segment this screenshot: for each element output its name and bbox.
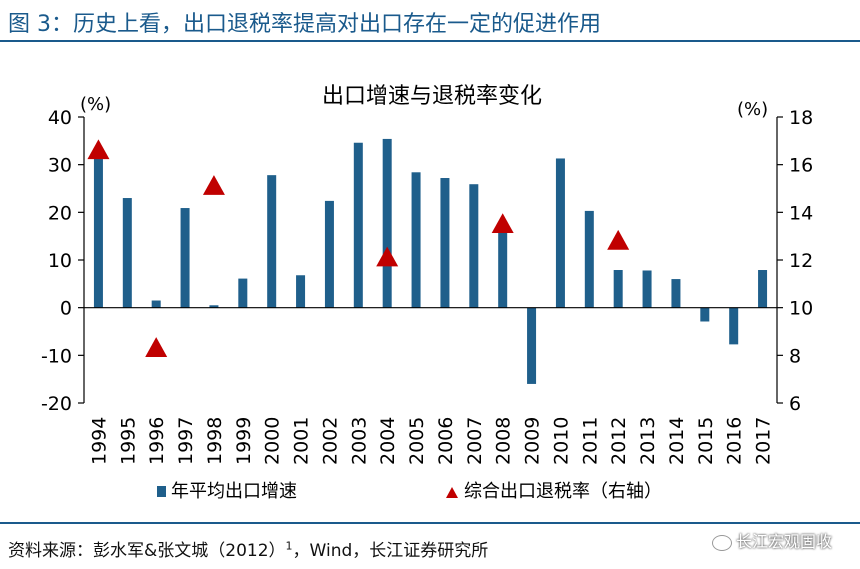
right-axis-ticks: 18 16 14 12 10 8 6 — [777, 107, 813, 415]
x-label-2004: 2004 — [377, 417, 399, 465]
x-label-2013: 2013 — [637, 417, 659, 465]
legend-label-bar: 年平均出口增速 — [171, 481, 297, 502]
bar-2003 — [353, 142, 363, 308]
top-rule — [0, 40, 860, 42]
bar-1994 — [93, 155, 103, 308]
bar-2016 — [729, 307, 739, 345]
right-tick-label: 10 — [789, 298, 813, 320]
bar-2010 — [555, 158, 565, 308]
left-tick-label: -20 — [41, 393, 72, 415]
marker-2012 — [607, 229, 630, 250]
x-label-2012: 2012 — [608, 417, 630, 465]
x-label-2016: 2016 — [724, 417, 746, 465]
marker-2008 — [491, 213, 514, 234]
bar-2006 — [440, 178, 450, 308]
x-label-2009: 2009 — [522, 417, 544, 465]
legend-swatch-bar — [157, 486, 166, 497]
bar-1999 — [238, 278, 248, 308]
bar-1995 — [122, 198, 132, 308]
x-label-1995: 1995 — [117, 417, 139, 465]
bar-2002 — [324, 200, 334, 308]
x-label-2010: 2010 — [550, 417, 572, 465]
x-label-2008: 2008 — [493, 417, 515, 465]
marker-2004 — [376, 246, 399, 267]
bar-2005 — [411, 172, 421, 308]
marker-1994 — [87, 139, 110, 160]
bar-2014 — [671, 279, 681, 308]
left-tick-label: 40 — [48, 107, 72, 129]
x-axis-labels: 1994 1995 1996 1997 1998 1999 2000 2001 2002 2003… — [88, 417, 774, 465]
legend: 年平均出口增速 综合出口退税率（右轴） — [157, 481, 662, 502]
figure-title: 图 3：历史上看，出口退税率提高对出口存在一定的促进作用 — [8, 12, 601, 37]
x-label-2014: 2014 — [666, 417, 688, 465]
right-tick-label: 12 — [789, 250, 813, 272]
right-tick-label: 8 — [789, 345, 801, 367]
x-label-2007: 2007 — [464, 417, 486, 465]
x-label-1999: 1999 — [233, 417, 255, 465]
marker-1996 — [145, 337, 168, 357]
left-axis-unit: (%) — [80, 94, 111, 115]
marker-1998 — [202, 175, 225, 195]
chart-title: 出口增速与退税率变化 — [322, 84, 542, 109]
bar-1998 — [209, 305, 219, 308]
bar-2015 — [700, 307, 710, 322]
watermark-text: 长江宏观固收 — [735, 532, 832, 551]
source-note: 资料来源：彭水军&张文城（2012）1，Wind，长江证券研究所 — [8, 536, 488, 561]
x-label-1997: 1997 — [175, 417, 197, 465]
bar-2007 — [469, 184, 479, 308]
x-label-2003: 2003 — [348, 417, 370, 465]
bar-1997 — [180, 208, 190, 308]
x-label-1996: 1996 — [146, 417, 168, 465]
x-label-1994: 1994 — [88, 417, 110, 465]
x-label-2002: 2002 — [319, 417, 341, 465]
right-tick-label: 14 — [789, 202, 813, 224]
left-tick-label: -10 — [41, 345, 72, 367]
x-label-2017: 2017 — [753, 417, 775, 465]
x-label-2011: 2011 — [579, 417, 601, 465]
bar-2000 — [267, 175, 277, 308]
x-label-2000: 2000 — [262, 417, 284, 465]
left-tick-label: 30 — [48, 155, 72, 177]
x-label-1998: 1998 — [204, 417, 226, 465]
source-footnote-marker: 1 — [285, 539, 293, 553]
x-label-2001: 2001 — [291, 417, 313, 465]
bar-2012 — [613, 270, 623, 308]
x-label-2006: 2006 — [435, 417, 457, 465]
left-tick-label: 20 — [48, 202, 72, 224]
x-label-2005: 2005 — [406, 417, 428, 465]
watermark: 长江宏观固收 — [711, 528, 832, 552]
marker-series — [87, 139, 630, 357]
bar-2008 — [498, 225, 508, 308]
right-axis-unit: (%) — [737, 99, 768, 120]
source-rest: ，Wind，长江证券研究所 — [292, 541, 489, 561]
legend-label-marker: 综合出口退税率（右轴） — [464, 481, 662, 502]
left-tick-label: 0 — [60, 298, 72, 320]
source-label: 资料来源：彭水军&张文城（2012） — [8, 541, 286, 561]
x-label-2015: 2015 — [695, 417, 717, 465]
legend-swatch-marker — [446, 487, 458, 498]
bar-1996 — [151, 300, 161, 308]
bar-2011 — [584, 210, 594, 308]
bar-2017 — [758, 270, 768, 308]
bottom-rule — [0, 522, 860, 524]
right-tick-label: 6 — [789, 393, 801, 415]
bar-2009 — [527, 307, 537, 384]
wechat-icon — [711, 534, 732, 551]
left-tick-label: 10 — [48, 250, 72, 272]
left-axis-ticks: 40 30 20 10 0 -10 -20 — [41, 107, 84, 415]
bar-2013 — [642, 270, 652, 308]
right-tick-label: 16 — [789, 155, 813, 177]
right-tick-label: 18 — [789, 107, 813, 129]
bar-series — [93, 138, 768, 384]
bar-2004 — [382, 138, 392, 308]
bar-2001 — [296, 275, 306, 308]
